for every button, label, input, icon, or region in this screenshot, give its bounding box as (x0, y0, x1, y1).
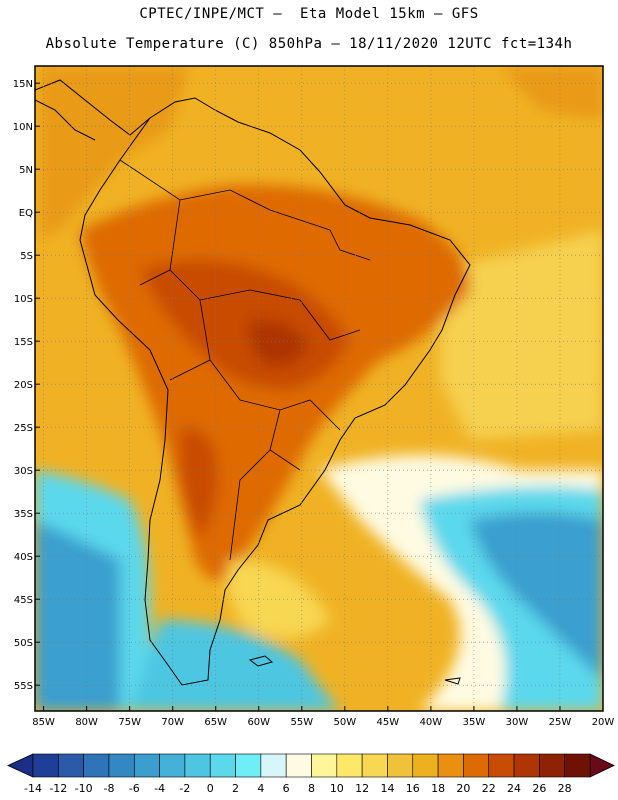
colorbar-label: -8 (103, 782, 114, 795)
latitude-axis: 15N 10N 5N EQ 5S 10S 15S 20S 25S 30S 35S 40S 45S 50S 5… (13, 79, 40, 692)
temperature-field (35, 66, 603, 711)
lon-tick-label: 85W (32, 717, 55, 728)
colorbar-label: 14 (380, 782, 394, 795)
lat-tick-label: 15N (13, 79, 33, 90)
lon-tick-label: 20W (592, 717, 615, 728)
lon-tick-label: 50W (334, 717, 357, 728)
lon-tick-label: 65W (204, 717, 227, 728)
colorbar-label: -12 (49, 782, 67, 795)
field-cool-drake (130, 620, 340, 711)
lon-tick-label: 75W (118, 717, 141, 728)
falklands-outline (248, 655, 274, 667)
lat-tick-label: 15S (14, 337, 33, 348)
colorbar-swatch (488, 753, 515, 778)
lon-tick-label: 60W (247, 717, 270, 728)
colorbar-label: -6 (129, 782, 140, 795)
lon-tick-label: 55W (290, 717, 313, 728)
colorbar-swatch (184, 753, 211, 778)
lat-tick-label: 10S (14, 294, 33, 305)
colorbar-swatch (336, 753, 363, 778)
field-patagonia-warm (227, 560, 330, 638)
field-orange-nw (40, 66, 190, 240)
colorbar-swatch (412, 753, 439, 778)
colorbar-label: 8 (308, 782, 315, 795)
colorbar-swatch (83, 753, 110, 778)
colorbar-label: -4 (154, 782, 165, 795)
lon-tick-label: 25W (549, 717, 572, 728)
gridlines (35, 66, 603, 711)
colorbar: -14 -12 -10 -8 -6 -4 -2 0 2 4 6 8 10 12 14 16 18 20 22 24 26… (7, 753, 615, 795)
field-orange-ne (500, 66, 603, 120)
south-america-coastline (79, 97, 471, 686)
colorbar-label: 18 (431, 782, 445, 795)
lat-tick-label: 5N (19, 165, 33, 176)
colorbar-label: 22 (482, 782, 496, 795)
colorbar-swatch (159, 753, 186, 778)
colorbar-label: -14 (24, 782, 42, 795)
lat-tick-label: 50S (14, 638, 33, 649)
lat-tick-label: 35S (14, 509, 33, 520)
lat-tick-label: 10N (13, 122, 33, 133)
chart-subtitle: Absolute Temperature (C) 850hPa — 18/11/… (45, 36, 573, 52)
field-yellow-atlantic (440, 230, 603, 440)
field-cold-pacific (35, 520, 120, 711)
colorbar-swatch (209, 753, 236, 778)
colorbar-swatch (260, 753, 287, 778)
colorbar-swatch (108, 753, 135, 778)
colorbar-label: 10 (330, 782, 344, 795)
central-america-coastline (35, 79, 151, 141)
colorbar-swatch (437, 753, 464, 778)
lat-tick-label: 30S (14, 466, 33, 477)
colorbar-label: -2 (179, 782, 190, 795)
lon-tick-label: 80W (75, 717, 98, 728)
colorbar-swatch (32, 753, 59, 778)
colorbar-swatch (387, 753, 414, 778)
colorbar-label: 24 (507, 782, 521, 795)
lat-tick-label: 55S (14, 681, 33, 692)
lon-tick-label: 45W (377, 717, 400, 728)
colorbar-label: 2 (232, 782, 239, 795)
chart-title: CPTEC/INPE/MCT — Eta Model 15km — GFS (139, 6, 479, 22)
map-frame (34, 65, 604, 712)
lat-tick-label: 20S (14, 380, 33, 391)
lat-tick-label: 5S (20, 251, 33, 262)
colorbar-label: 12 (355, 782, 369, 795)
field-hot-andes (180, 427, 218, 540)
colorbar-swatch (361, 753, 388, 778)
lat-tick-label: 25S (14, 423, 33, 434)
colorbar-swatch (513, 753, 540, 778)
colorbar-swatch (285, 753, 312, 778)
lon-tick-label: 35W (463, 717, 486, 728)
lat-tick-label: 45S (14, 595, 33, 606)
colorbar-label: 20 (456, 782, 470, 795)
longitude-axis: 85W 80W 75W 70W 65W 60W 55W 50W 45W 40W 35W 30W 25W 2… (32, 706, 614, 728)
colorbar-label: 4 (257, 782, 264, 795)
country-borders (119, 159, 371, 561)
colorbar-swatch (235, 753, 262, 778)
lat-tick-label: 40S (14, 552, 33, 563)
colorbar-label: 16 (406, 782, 420, 795)
colorbar-under-arrow (7, 753, 34, 778)
colorbar-swatch (463, 753, 490, 778)
lat-tick-label: EQ (19, 208, 33, 219)
colorbar-over-arrow (589, 753, 615, 778)
colorbar-label: 26 (532, 782, 546, 795)
colorbar-label: 6 (283, 782, 290, 795)
colorbar-swatch (311, 753, 338, 778)
colorbar-label: 0 (207, 782, 214, 795)
field-cold-atlantic (470, 512, 603, 680)
lon-tick-label: 40W (420, 717, 443, 728)
field-hottest-spot (249, 319, 310, 366)
colorbar-label: -10 (75, 782, 93, 795)
colorbar-swatch (58, 753, 84, 778)
lon-tick-label: 70W (161, 717, 184, 728)
colorbar-swatch (564, 753, 591, 778)
south-georgia-outline (444, 677, 461, 685)
colorbar-swatch (133, 753, 160, 778)
lon-tick-label: 30W (506, 717, 529, 728)
colorbar-swatch (539, 753, 565, 778)
colorbar-label: 28 (558, 782, 572, 795)
